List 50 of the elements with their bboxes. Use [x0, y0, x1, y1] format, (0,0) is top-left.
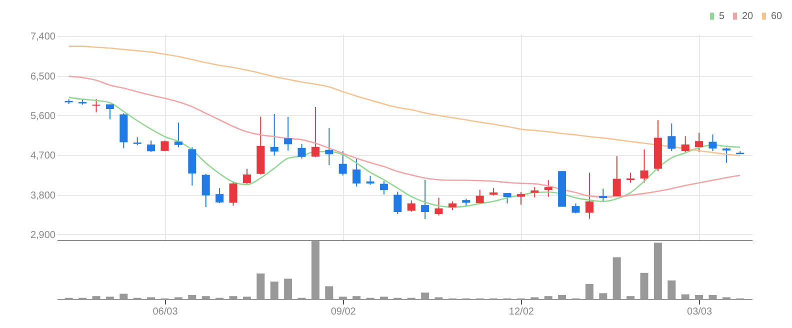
candlestick	[530, 186, 539, 198]
y-tick-label: 3,800	[30, 190, 56, 202]
candlestick	[668, 122, 676, 152]
x-tick-label: 09/02	[330, 306, 356, 318]
candlestick	[394, 191, 402, 215]
candlestick	[106, 104, 114, 120]
line-series	[68, 46, 741, 156]
candlestick	[92, 98, 100, 113]
y-tick-label: 4,700	[30, 150, 56, 162]
candlestick	[476, 189, 484, 204]
candlestick	[325, 127, 334, 166]
candlestick	[544, 180, 552, 198]
y-tick-label: 6,500	[30, 71, 56, 82]
candlestick	[503, 192, 512, 204]
candlestick	[640, 148, 648, 184]
line-series	[68, 76, 741, 198]
candlestick	[599, 188, 608, 203]
candlestick	[147, 140, 156, 152]
candlestick	[270, 113, 278, 156]
candlestick	[380, 180, 388, 195]
y-tick-label: 2,900	[30, 230, 56, 241]
candlestick	[695, 132, 704, 153]
legend-label: 5	[719, 11, 725, 22]
x-tick-label: 06/03	[152, 306, 178, 318]
candlestick	[298, 143, 306, 160]
candlestick	[722, 147, 730, 164]
y-tick-label: 5,600	[30, 110, 56, 122]
candlestick	[352, 158, 361, 187]
candlestick	[434, 197, 443, 216]
candlestick	[284, 116, 292, 152]
candlestick	[516, 192, 525, 206]
candlestick	[229, 182, 238, 206]
candlestick	[242, 168, 251, 184]
candlestick	[585, 172, 594, 220]
y-tick-label: 7,400	[30, 32, 56, 43]
candlestick	[202, 173, 210, 208]
candlestick	[216, 188, 224, 204]
candlestick	[338, 150, 347, 176]
x-tick-label: 03/03	[687, 306, 712, 318]
candlestick	[311, 106, 320, 158]
candlestick	[612, 156, 621, 198]
legend-label: 60	[771, 11, 783, 22]
candlestick	[407, 200, 416, 212]
legend-label: 20	[742, 11, 754, 22]
candlestick	[421, 179, 430, 220]
candlestick	[681, 136, 690, 153]
candlestick	[174, 122, 182, 148]
candlestick	[708, 134, 717, 152]
candlestick	[572, 202, 580, 214]
x-tick-label: 12/02	[508, 306, 534, 318]
